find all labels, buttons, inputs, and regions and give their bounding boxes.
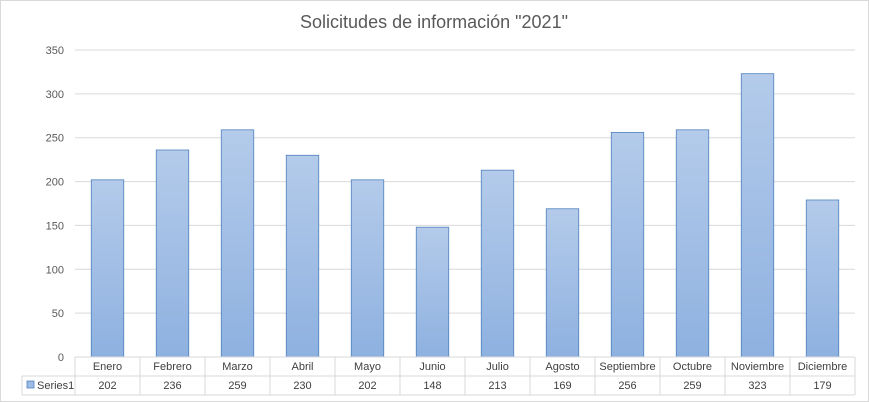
bar [90,179,125,358]
category-label: Junio [419,361,445,373]
y-tick-label: 350 [46,45,64,57]
y-tick-label: 200 [46,177,64,189]
data-table-value: 230 [293,380,311,392]
data-table-value: 148 [423,380,441,392]
y-axis-ticks: 0 50 100 150 200 250 300 350 [46,45,64,364]
data-table-value: 323 [748,380,766,392]
data-table-value: 179 [813,380,831,392]
data-table-value: 169 [553,380,571,392]
bars [90,73,840,358]
bar [285,154,320,358]
data-table-value: 202 [358,380,376,392]
bar [805,199,840,358]
y-tick-label: 250 [46,133,64,145]
category-label: Septiembre [599,361,655,373]
gridlines [75,49,855,314]
bar [675,129,710,358]
category-label: Marzo [222,361,253,373]
data-table-value: 236 [163,380,181,392]
chart-title: Solicitudes de información "2021" [300,12,568,32]
bar [480,169,515,358]
bar [155,149,190,358]
bar [350,179,385,358]
legend-key [26,380,35,389]
category-label: Julio [486,361,509,373]
category-label: Abril [291,361,313,373]
bar [545,208,580,358]
y-tick-label: 100 [46,264,64,276]
bar [610,132,645,358]
bar [740,73,775,358]
category-label: Diciembre [798,361,848,373]
data-table-value: 202 [98,380,116,392]
bar [415,226,450,358]
data-table-value: 256 [618,380,636,392]
category-label: Noviembre [731,361,784,373]
category-label: Agosto [545,361,579,373]
y-tick-label: 150 [46,220,64,232]
y-tick-label: 0 [58,352,64,364]
category-label: Febrero [153,361,192,373]
data-table-value: 259 [683,380,701,392]
bar [220,129,255,358]
data-table-value: 259 [228,380,246,392]
y-tick-label: 50 [52,308,64,320]
data-table-value: 213 [488,380,506,392]
category-label: Enero [93,361,122,373]
data-table: Enero 202 Febrero 236 Marzo 259 Abril 230 Mayo 20… [21,356,856,396]
series-name-label: Series1 [37,380,74,392]
y-tick-label: 300 [46,89,64,101]
category-label: Octubre [673,361,712,373]
category-label: Mayo [354,361,381,373]
